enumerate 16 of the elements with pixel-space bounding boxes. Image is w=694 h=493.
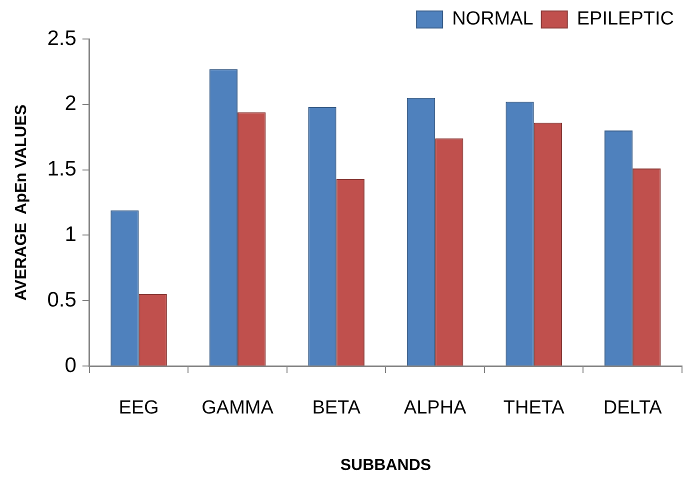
legend-label: EPILEPTIC <box>576 8 674 30</box>
x-tick-label: THETA <box>503 398 565 419</box>
y-tick-label: 2.5 <box>47 26 76 50</box>
y-tick-label: 1.5 <box>47 158 76 181</box>
legend-label: NORMAL <box>452 8 534 30</box>
x-tick-label: ALPHA <box>404 398 467 419</box>
x-tick-label: BETA <box>312 398 361 419</box>
x-tick-label: DELTA <box>603 398 662 419</box>
x-tick-label: EEG <box>118 398 159 419</box>
x-axis-title: SUBBANDS <box>340 456 432 474</box>
x-tick-label: GAMMA <box>202 398 274 419</box>
y-tick-label: 0 <box>64 354 76 377</box>
y-axis-title: AVERAGE ApEn VALUES <box>13 104 30 301</box>
y-tick-label: 0.5 <box>47 288 76 312</box>
y-tick-label: 1 <box>64 222 76 246</box>
y-tick-label: 2 <box>64 92 76 116</box>
